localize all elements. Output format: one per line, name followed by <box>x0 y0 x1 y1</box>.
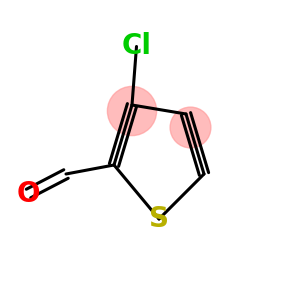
Circle shape <box>107 86 157 136</box>
Circle shape <box>170 107 211 148</box>
Text: O: O <box>17 179 40 208</box>
Text: S: S <box>149 205 169 233</box>
Text: Cl: Cl <box>122 32 152 61</box>
